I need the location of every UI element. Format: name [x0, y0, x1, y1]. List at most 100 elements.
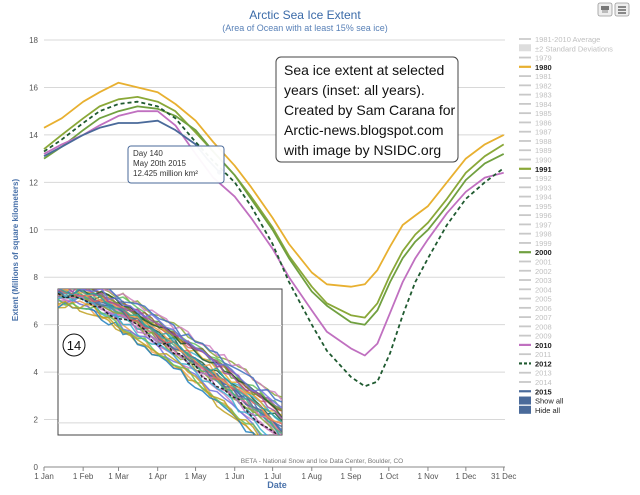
hide-all-button[interactable]: Hide all: [519, 405, 560, 415]
legend-item-1999[interactable]: 1999: [519, 239, 552, 248]
legend-item-1979[interactable]: 1979: [519, 54, 552, 63]
menu-icon[interactable]: [618, 6, 626, 14]
legend-label-2000[interactable]: 2000: [535, 248, 552, 257]
legend-item-1996[interactable]: 1996: [519, 211, 552, 220]
legend-label-1998[interactable]: 1998: [535, 230, 552, 239]
legend-label-1983[interactable]: 1983: [535, 91, 552, 100]
inset-year-line: [58, 289, 282, 434]
legend-label-1996[interactable]: 1996: [535, 211, 552, 220]
print-icon-paper[interactable]: [602, 10, 608, 13]
legend-item-2003[interactable]: 2003: [519, 276, 552, 285]
legend-item-2006[interactable]: 2006: [519, 304, 552, 313]
chart-subtitle: (Area of Ocean with at least 15% sea ice…: [222, 23, 388, 33]
annotation-line-3: Created by Sam Carana for: [284, 102, 456, 118]
legend-label-2004[interactable]: 2004: [535, 285, 552, 294]
legend-item-1990[interactable]: 1990: [519, 156, 552, 165]
hide-all-button-swatch[interactable]: [519, 405, 531, 414]
legend-item-2009[interactable]: 2009: [519, 332, 552, 341]
legend-label-1982[interactable]: 1982: [535, 81, 552, 90]
legend-label-2014[interactable]: 2014: [535, 378, 552, 387]
legend-label-2013[interactable]: 2013: [535, 369, 552, 378]
legend-label-2002[interactable]: 2002: [535, 267, 552, 276]
legend-label-2001[interactable]: 2001: [535, 257, 552, 266]
legend-label-1981-2010-average[interactable]: 1981-2010 Average: [535, 35, 600, 44]
legend-label-1986[interactable]: 1986: [535, 118, 552, 127]
legend-item-1989[interactable]: 1989: [519, 146, 552, 155]
legend-label-1989[interactable]: 1989: [535, 146, 552, 155]
legend-label-1981[interactable]: 1981: [535, 72, 552, 81]
legend-label-2010[interactable]: 2010: [535, 341, 552, 350]
legend-item-1995[interactable]: 1995: [519, 202, 552, 211]
legend-item-2008[interactable]: 2008: [519, 322, 552, 331]
legend-label-1993[interactable]: 1993: [535, 183, 552, 192]
legend-item-1986[interactable]: 1986: [519, 118, 552, 127]
legend-label-2015[interactable]: 2015: [535, 387, 552, 396]
legend-label-2012[interactable]: 2012: [535, 359, 552, 368]
export-button[interactable]: [614, 2, 630, 17]
legend-item-1994[interactable]: 1994: [519, 193, 552, 202]
legend-item-1992[interactable]: 1992: [519, 174, 552, 183]
legend-item-1991[interactable]: 1991: [519, 165, 552, 174]
legend-label-1995[interactable]: 1995: [535, 202, 552, 211]
legend-label-1999[interactable]: 1999: [535, 239, 552, 248]
legend-label-2005[interactable]: 2005: [535, 295, 552, 304]
print-button[interactable]: [597, 2, 613, 17]
legend-label-1984[interactable]: 1984: [535, 100, 552, 109]
legend-item-1982[interactable]: 1982: [519, 81, 552, 90]
legend-label-2008[interactable]: 2008: [535, 322, 552, 331]
legend-item-2005[interactable]: 2005: [519, 295, 552, 304]
legend-item-2-standard-deviations[interactable]: ±2 Standard Deviations: [519, 44, 613, 53]
legend-item-1984[interactable]: 1984: [519, 100, 552, 109]
tooltip-box: [127, 145, 225, 184]
legend-label-2-standard-deviations[interactable]: ±2 Standard Deviations: [535, 44, 613, 53]
legend-item-2000[interactable]: 2000: [519, 248, 552, 257]
legend-item-2011[interactable]: 2011: [519, 350, 551, 359]
legend-item-1983[interactable]: 1983: [519, 91, 552, 100]
legend-item-1987[interactable]: 1987: [519, 128, 552, 137]
legend-item-2004[interactable]: 2004: [519, 285, 552, 294]
legend-label-1985[interactable]: 1985: [535, 109, 552, 118]
legend-item-1988[interactable]: 1988: [519, 137, 552, 146]
annotation-line-5: with image by NSIDC.org: [283, 142, 441, 158]
print-icon[interactable]: [601, 6, 609, 10]
legend-label-2011[interactable]: 2011: [535, 350, 551, 359]
legend-item-2012[interactable]: 2012: [519, 359, 552, 368]
legend: 1981-2010 Average±2 Standard Deviations1…: [519, 35, 613, 415]
legend-label-2006[interactable]: 2006: [535, 304, 552, 313]
legend-item-1985[interactable]: 1985: [519, 109, 552, 118]
x-tick-label-1-jun: 1 Jun: [225, 472, 245, 481]
legend-item-2013[interactable]: 2013: [519, 369, 552, 378]
legend-item-2014[interactable]: 2014: [519, 378, 552, 387]
legend-item-2001[interactable]: 2001: [519, 257, 552, 266]
legend-item-2015[interactable]: 2015: [519, 387, 552, 396]
y-tick-label-4: 4: [34, 368, 39, 377]
legend-item-2002[interactable]: 2002: [519, 267, 552, 276]
legend-item-1998[interactable]: 1998: [519, 230, 552, 239]
legend-label-1988[interactable]: 1988: [535, 137, 552, 146]
show-all-button[interactable]: Show all: [519, 396, 564, 406]
legend-item-1980[interactable]: 1980: [519, 63, 552, 72]
x-axis-label: Date: [267, 480, 287, 490]
legend-item-2010[interactable]: 2010: [519, 341, 552, 350]
legend-label-1980[interactable]: 1980: [535, 63, 552, 72]
legend-swatch-band[interactable]: [519, 44, 531, 52]
legend-label-1994[interactable]: 1994: [535, 193, 552, 202]
legend-label-2003[interactable]: 2003: [535, 276, 552, 285]
legend-label-1990[interactable]: 1990: [535, 156, 552, 165]
show-all-button-label[interactable]: Show all: [535, 397, 564, 406]
show-all-button-swatch[interactable]: [519, 396, 531, 405]
legend-item-1993[interactable]: 1993: [519, 183, 552, 192]
legend-item-1981[interactable]: 1981: [519, 72, 552, 81]
legend-label-1979[interactable]: 1979: [535, 54, 552, 63]
legend-label-1992[interactable]: 1992: [535, 174, 552, 183]
legend-item-1997[interactable]: 1997: [519, 220, 552, 229]
hide-all-button-label[interactable]: Hide all: [535, 406, 560, 415]
x-tick-label-1-nov: 1 Nov: [418, 472, 439, 481]
legend-label-1997[interactable]: 1997: [535, 220, 552, 229]
legend-item-2007[interactable]: 2007: [519, 313, 552, 322]
legend-label-2007[interactable]: 2007: [535, 313, 552, 322]
legend-label-1987[interactable]: 1987: [535, 128, 552, 137]
legend-label-2009[interactable]: 2009: [535, 332, 552, 341]
legend-item-1981-2010-average[interactable]: 1981-2010 Average: [519, 35, 600, 44]
legend-label-1991[interactable]: 1991: [535, 165, 552, 174]
